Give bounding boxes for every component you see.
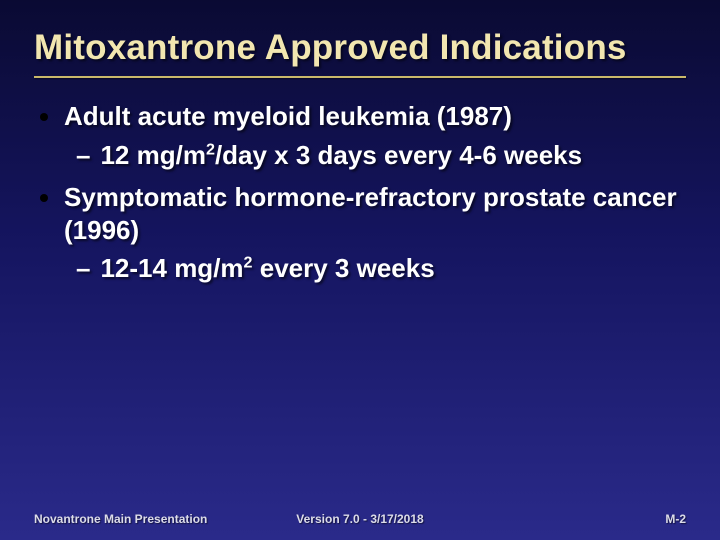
bullet-item: Adult acute myeloid leukemia (1987) [34,100,686,133]
bullet-dot-icon [40,113,48,121]
sub-bullet-item: – 12 mg/m2/day x 3 days every 4-6 weeks [76,139,686,172]
sub-bullet-item: – 12-14 mg/m2 every 3 weeks [76,252,686,285]
title-underline [34,76,686,78]
slide-content: Adult acute myeloid leukemia (1987) – 12… [34,100,686,285]
slide-footer: Novantrone Main Presentation Version 7.0… [34,512,686,526]
sub-text-post: /day x 3 days every 4-6 weeks [215,140,582,170]
footer-left: Novantrone Main Presentation [34,512,207,526]
bullet-text: Adult acute myeloid leukemia (1987) [64,100,512,133]
dash-icon: – [76,252,90,285]
sub-bullet-text: 12-14 mg/m2 every 3 weeks [100,252,434,285]
slide: Mitoxantrone Approved Indications Adult … [0,0,720,540]
slide-title: Mitoxantrone Approved Indications [34,28,686,74]
bullet-item: Symptomatic hormone-refractory prostate … [34,181,686,246]
sub-text-pre: 12 mg/m [100,140,206,170]
sub-text-pre: 12-14 mg/m [100,253,243,283]
footer-right: M-2 [665,512,686,526]
sub-bullet-text: 12 mg/m2/day x 3 days every 4-6 weeks [100,139,582,172]
bullet-text: Symptomatic hormone-refractory prostate … [64,181,686,246]
dash-icon: – [76,139,90,172]
sub-text-post: every 3 weeks [253,253,435,283]
footer-center: Version 7.0 - 3/17/2018 [296,512,423,526]
sub-text-sup: 2 [244,253,253,271]
sub-text-sup: 2 [206,140,215,158]
bullet-dot-icon [40,194,48,202]
